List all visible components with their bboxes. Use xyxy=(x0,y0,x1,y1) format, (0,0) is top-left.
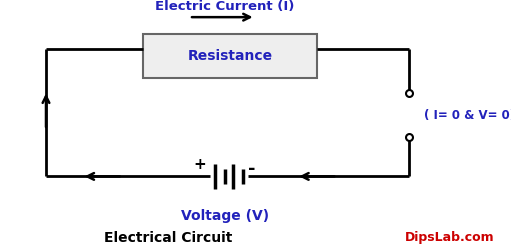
FancyBboxPatch shape xyxy=(143,34,317,78)
Text: ( I= 0 & V= 0): ( I= 0 & V= 0) xyxy=(424,109,511,122)
Text: DipsLab.com: DipsLab.com xyxy=(405,231,495,244)
Text: +: + xyxy=(193,157,205,172)
Text: Electrical Circuit: Electrical Circuit xyxy=(104,231,233,245)
Text: Electric Current (I): Electric Current (I) xyxy=(155,0,294,13)
Text: Voltage (V): Voltage (V) xyxy=(181,208,269,223)
Text: Resistance: Resistance xyxy=(188,49,272,63)
Text: -: - xyxy=(248,160,255,178)
